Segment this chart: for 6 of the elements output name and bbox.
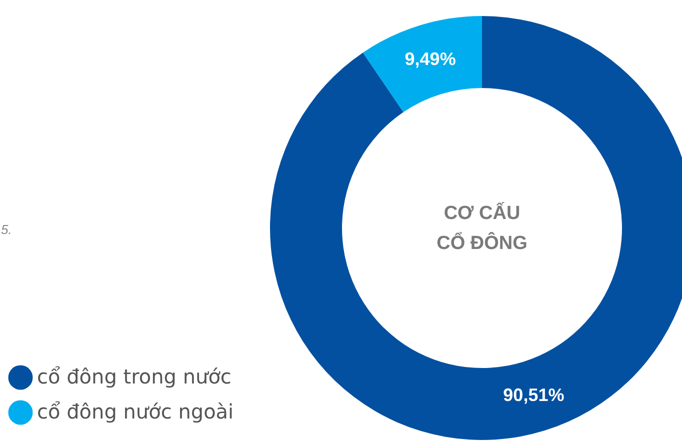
legend-label: cổ đông trong nước: [37, 364, 232, 388]
data-label: 90,51%: [503, 385, 564, 406]
data-label: 9,49%: [404, 48, 456, 69]
text: 5.: [1, 222, 12, 237]
legend-label: cổ đông nước ngoài: [37, 400, 234, 424]
text: CƠ CẤU CỔ ĐÔNG: [436, 201, 528, 254]
